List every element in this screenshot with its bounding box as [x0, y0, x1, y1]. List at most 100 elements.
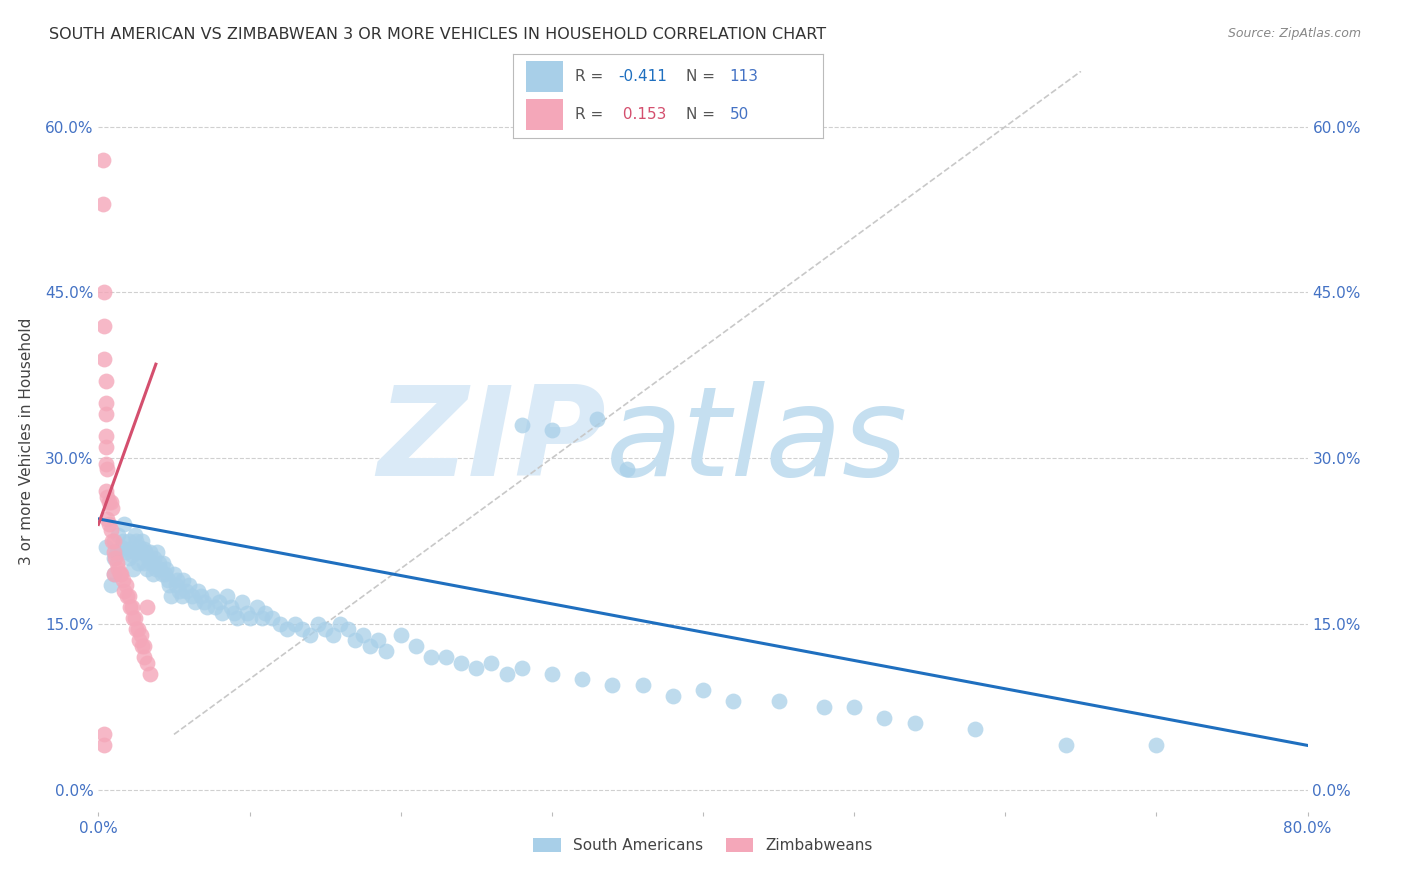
Point — [160, 589, 183, 603]
Point — [172, 573, 194, 587]
Point — [221, 600, 243, 615]
Point — [344, 633, 367, 648]
Point — [110, 567, 132, 582]
Point — [135, 561, 157, 575]
Point — [235, 606, 257, 620]
Point — [239, 611, 262, 625]
Point — [100, 495, 122, 509]
Point — [132, 639, 155, 653]
Point — [314, 623, 336, 637]
Point — [374, 644, 396, 658]
Point — [661, 689, 683, 703]
Point — [146, 545, 169, 559]
Point — [124, 528, 146, 542]
Point — [307, 616, 329, 631]
Point — [131, 639, 153, 653]
Point — [145, 561, 167, 575]
Point — [127, 556, 149, 570]
Point — [156, 573, 179, 587]
Point — [1054, 739, 1077, 753]
Point — [360, 639, 382, 653]
Point — [105, 556, 128, 570]
Point — [96, 512, 118, 526]
Point — [107, 561, 129, 575]
Point — [352, 628, 374, 642]
Point — [118, 533, 141, 548]
Point — [336, 623, 359, 637]
Point — [250, 611, 273, 625]
Point — [152, 556, 174, 570]
Point — [226, 611, 249, 625]
Point — [510, 417, 533, 432]
Point — [204, 600, 226, 615]
Point — [91, 197, 114, 211]
Point — [141, 556, 163, 570]
Point — [179, 578, 201, 592]
Point — [93, 351, 115, 366]
Text: R =: R = — [575, 107, 609, 122]
Bar — [526, 99, 562, 130]
Point — [132, 541, 155, 556]
Point — [174, 583, 197, 598]
Point — [631, 678, 654, 692]
Point — [136, 550, 159, 565]
Point — [329, 616, 352, 631]
Point — [262, 611, 284, 625]
Text: -0.411: -0.411 — [619, 69, 668, 84]
Point — [96, 490, 118, 504]
Point — [112, 517, 135, 532]
Point — [131, 533, 153, 548]
Point — [405, 639, 427, 653]
Text: ZIP: ZIP — [378, 381, 606, 502]
Point — [94, 484, 117, 499]
Text: N =: N = — [686, 69, 720, 84]
Point — [122, 611, 145, 625]
Point — [94, 457, 117, 471]
Point — [121, 549, 143, 563]
Point — [105, 545, 128, 559]
Point — [231, 595, 253, 609]
Point — [127, 623, 149, 637]
Point — [94, 396, 117, 410]
Point — [103, 567, 125, 582]
Point — [904, 716, 927, 731]
Point — [93, 739, 115, 753]
Point — [195, 600, 218, 615]
Point — [108, 567, 131, 582]
Point — [120, 600, 142, 615]
Point — [94, 407, 117, 421]
Point — [510, 661, 533, 675]
Point — [873, 711, 896, 725]
Point — [150, 567, 173, 582]
Point — [571, 672, 593, 686]
Point — [110, 540, 132, 554]
Point — [103, 567, 125, 582]
Point — [465, 661, 488, 675]
Point — [166, 573, 188, 587]
Point — [125, 545, 148, 559]
Point — [94, 429, 117, 443]
Point — [813, 699, 835, 714]
Text: 113: 113 — [730, 69, 759, 84]
Point — [190, 589, 212, 603]
Point — [94, 440, 117, 454]
Point — [215, 589, 238, 603]
Bar — [526, 62, 562, 92]
Point — [121, 600, 143, 615]
Point — [115, 589, 138, 603]
Point — [129, 545, 152, 559]
Point — [114, 578, 136, 592]
Point — [139, 545, 162, 559]
Point — [142, 567, 165, 582]
Point — [253, 606, 276, 620]
Point — [98, 517, 121, 532]
Point — [208, 595, 231, 609]
Point — [211, 606, 233, 620]
Point — [135, 600, 157, 615]
Point — [93, 318, 115, 333]
Text: Source: ZipAtlas.com: Source: ZipAtlas.com — [1227, 27, 1361, 40]
Point — [101, 500, 124, 515]
Point — [193, 595, 215, 609]
Point — [129, 628, 152, 642]
Point — [132, 556, 155, 570]
